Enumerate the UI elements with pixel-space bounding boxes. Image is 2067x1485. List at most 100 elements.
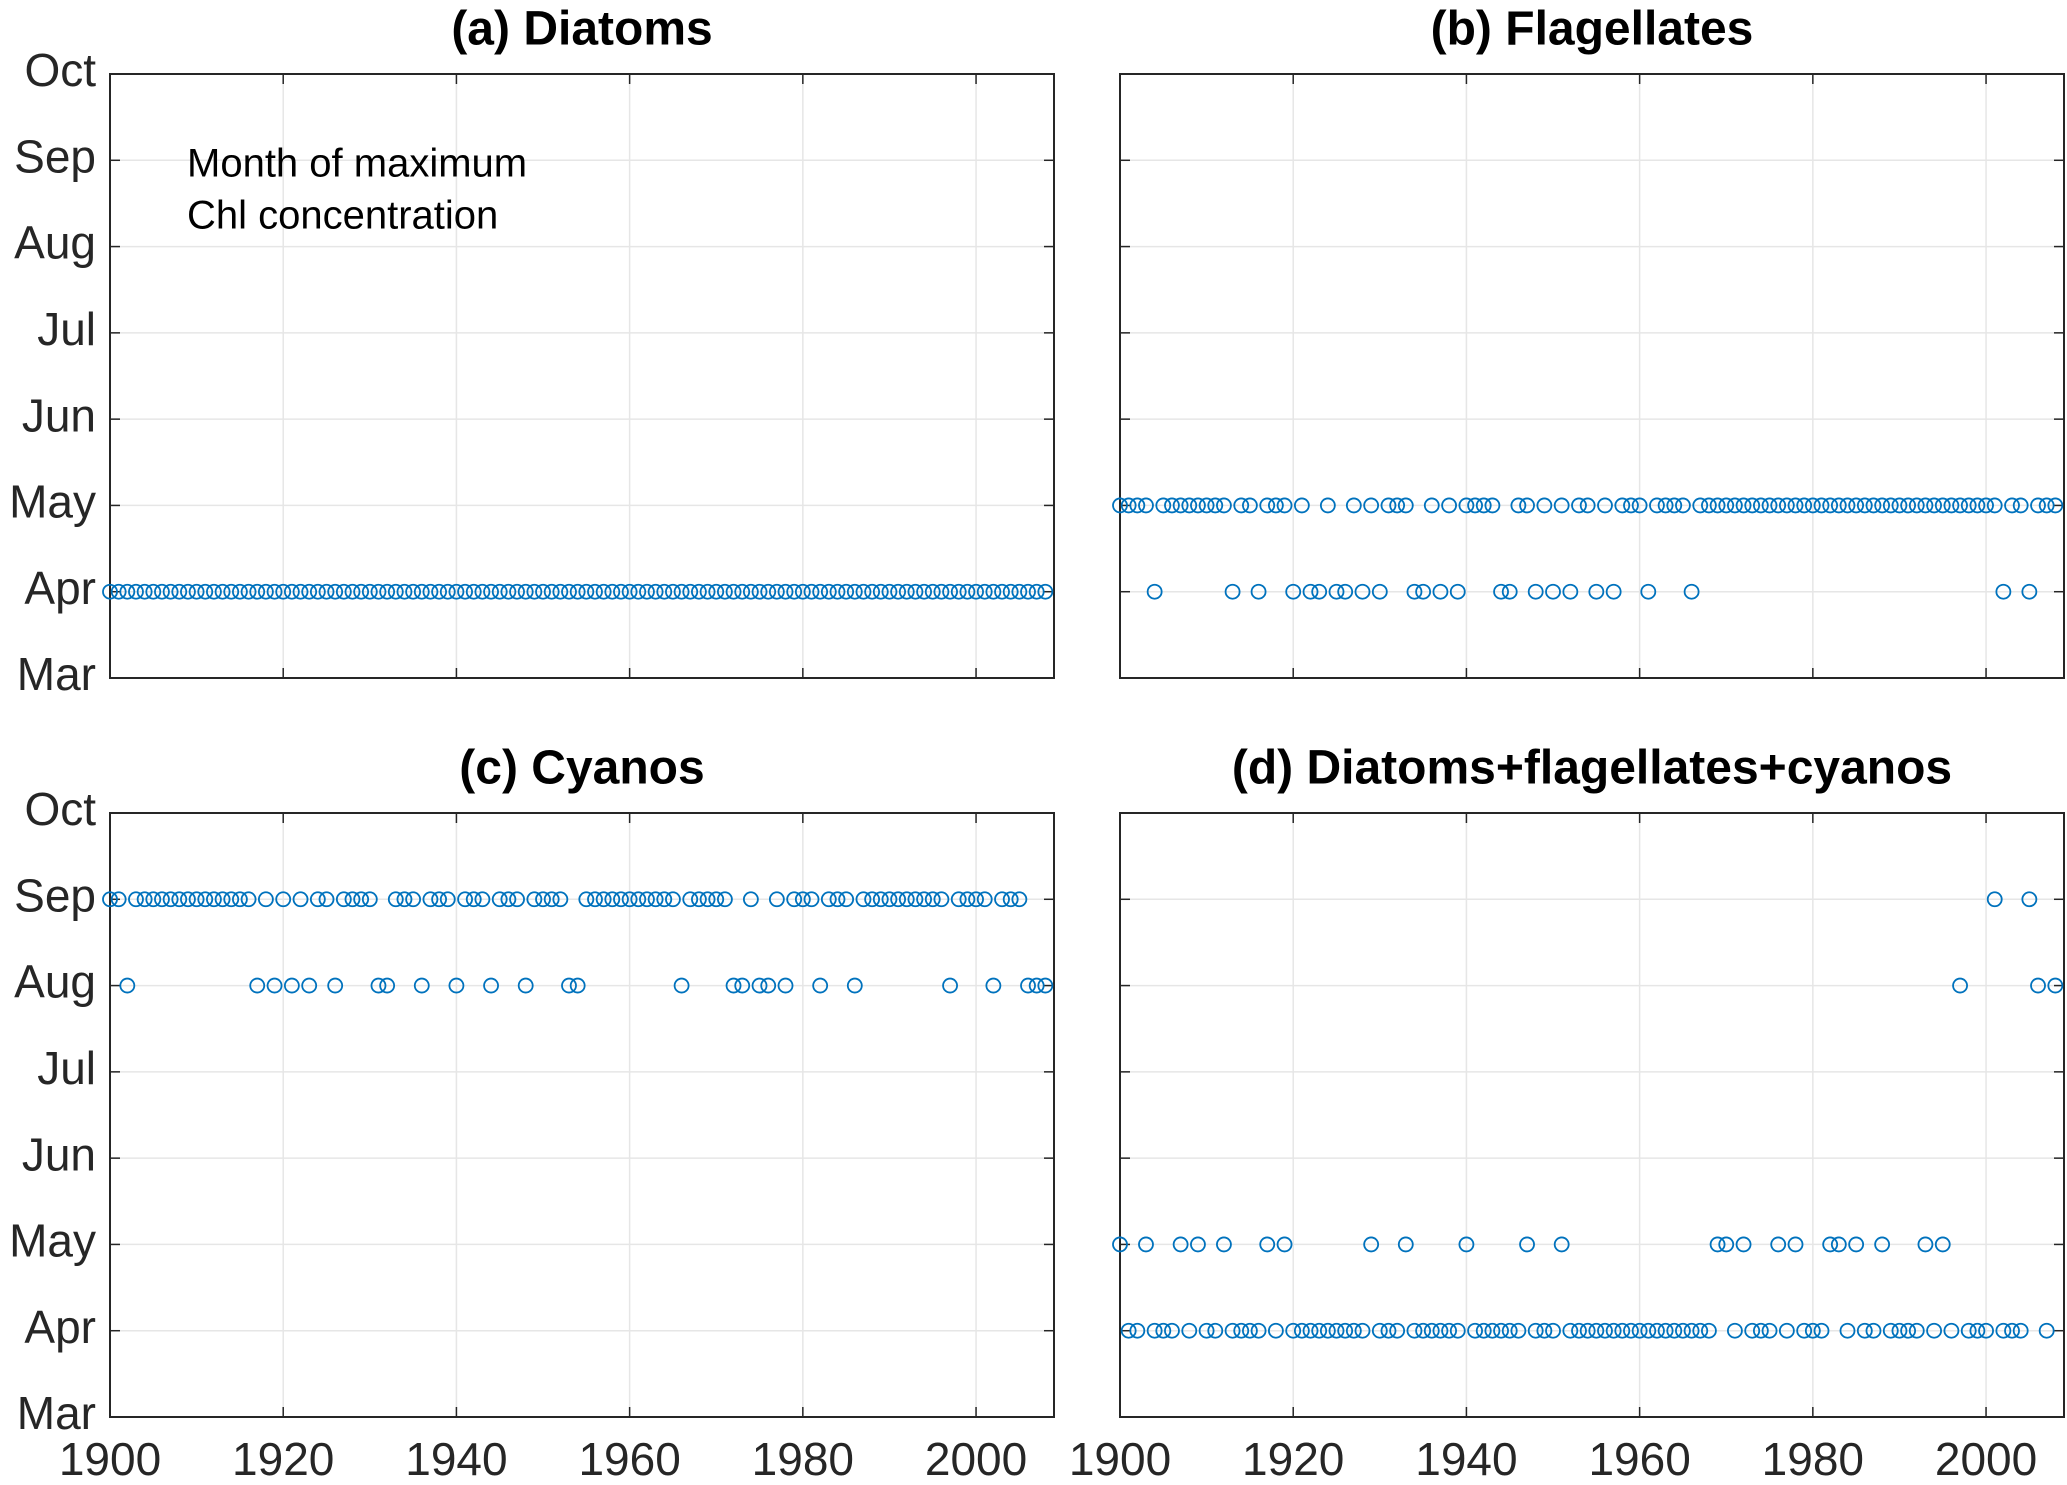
marker [2030, 497, 2046, 514]
marker [716, 583, 733, 600]
marker [1666, 497, 1683, 514]
marker [119, 583, 136, 600]
marker [1848, 497, 1865, 514]
marker [1900, 1322, 1917, 1339]
marker [708, 891, 725, 908]
marker [2047, 497, 2064, 514]
marker [1804, 1322, 1821, 1339]
marker [1432, 1322, 1449, 1339]
marker [968, 891, 984, 908]
marker [1328, 1322, 1345, 1339]
marker [413, 977, 430, 994]
marker [1207, 497, 1224, 514]
marker [1406, 583, 1423, 600]
marker [110, 891, 127, 908]
y-tick-label: Sep [14, 869, 96, 921]
marker [691, 891, 707, 908]
marker [1649, 1322, 1665, 1339]
marker [1952, 497, 1968, 514]
marker [968, 583, 984, 600]
marker [2021, 891, 2038, 908]
marker [197, 891, 214, 908]
marker [1458, 1236, 1475, 1253]
marker [760, 583, 777, 600]
marker [223, 891, 240, 908]
marker [1787, 1236, 1804, 1253]
marker [396, 891, 413, 908]
marker [1363, 1236, 1380, 1253]
marker [543, 891, 560, 908]
marker [517, 583, 534, 600]
marker [1250, 583, 1267, 600]
marker [1011, 891, 1028, 908]
marker [959, 891, 976, 908]
marker [639, 891, 655, 908]
marker [526, 583, 543, 600]
marker [838, 583, 855, 600]
marker [1198, 497, 1215, 514]
marker [1493, 1322, 1509, 1339]
marker [1354, 1322, 1371, 1339]
marker [1216, 1236, 1232, 1253]
marker [1597, 497, 1613, 514]
marker [1683, 583, 1700, 600]
marker [898, 891, 915, 908]
marker [370, 977, 387, 994]
x-tick-label: 1920 [232, 1433, 334, 1485]
marker [1709, 497, 1726, 514]
marker [1363, 497, 1380, 514]
marker [1891, 497, 1908, 514]
marker [1675, 1322, 1691, 1339]
marker [318, 891, 335, 908]
marker [1692, 497, 1709, 514]
marker [1675, 497, 1691, 514]
marker [1571, 1322, 1587, 1339]
marker [777, 583, 794, 600]
marker [1354, 583, 1371, 600]
marker [379, 583, 396, 600]
marker [1536, 497, 1553, 514]
marker [2030, 977, 2046, 994]
marker [673, 583, 690, 600]
marker [578, 583, 595, 600]
marker [2004, 1322, 2020, 1339]
marker [1908, 497, 1925, 514]
y-tick-label: Apr [24, 562, 96, 614]
marker [500, 583, 517, 600]
marker [1735, 497, 1752, 514]
marker [656, 583, 673, 600]
annotation: Chl concentration [187, 194, 498, 238]
marker [561, 977, 577, 994]
marker [1579, 497, 1596, 514]
marker [1441, 497, 1458, 514]
marker [1371, 583, 1388, 600]
marker [145, 583, 162, 600]
marker [1198, 1322, 1215, 1339]
marker [2021, 583, 2038, 600]
marker [526, 891, 543, 908]
marker [838, 891, 855, 908]
x-tick-label: 1900 [1069, 1433, 1171, 1485]
marker [699, 583, 716, 600]
marker [855, 891, 872, 908]
marker [283, 583, 300, 600]
marker [794, 891, 811, 908]
marker [794, 583, 811, 600]
marker [517, 977, 534, 994]
x-tick-label: 1920 [1242, 1433, 1344, 1485]
marker [1423, 497, 1440, 514]
marker [1120, 1322, 1137, 1339]
marker [232, 891, 248, 908]
marker [491, 583, 508, 600]
marker [206, 583, 222, 600]
axes-box [1119, 73, 2065, 679]
marker [543, 583, 560, 600]
marker [102, 583, 118, 600]
marker [1112, 1236, 1128, 1253]
marker [1545, 583, 1561, 600]
marker [1345, 497, 1362, 514]
marker [1623, 497, 1639, 514]
marker [1605, 583, 1622, 600]
marker [1371, 1322, 1388, 1339]
marker [1986, 497, 2003, 514]
